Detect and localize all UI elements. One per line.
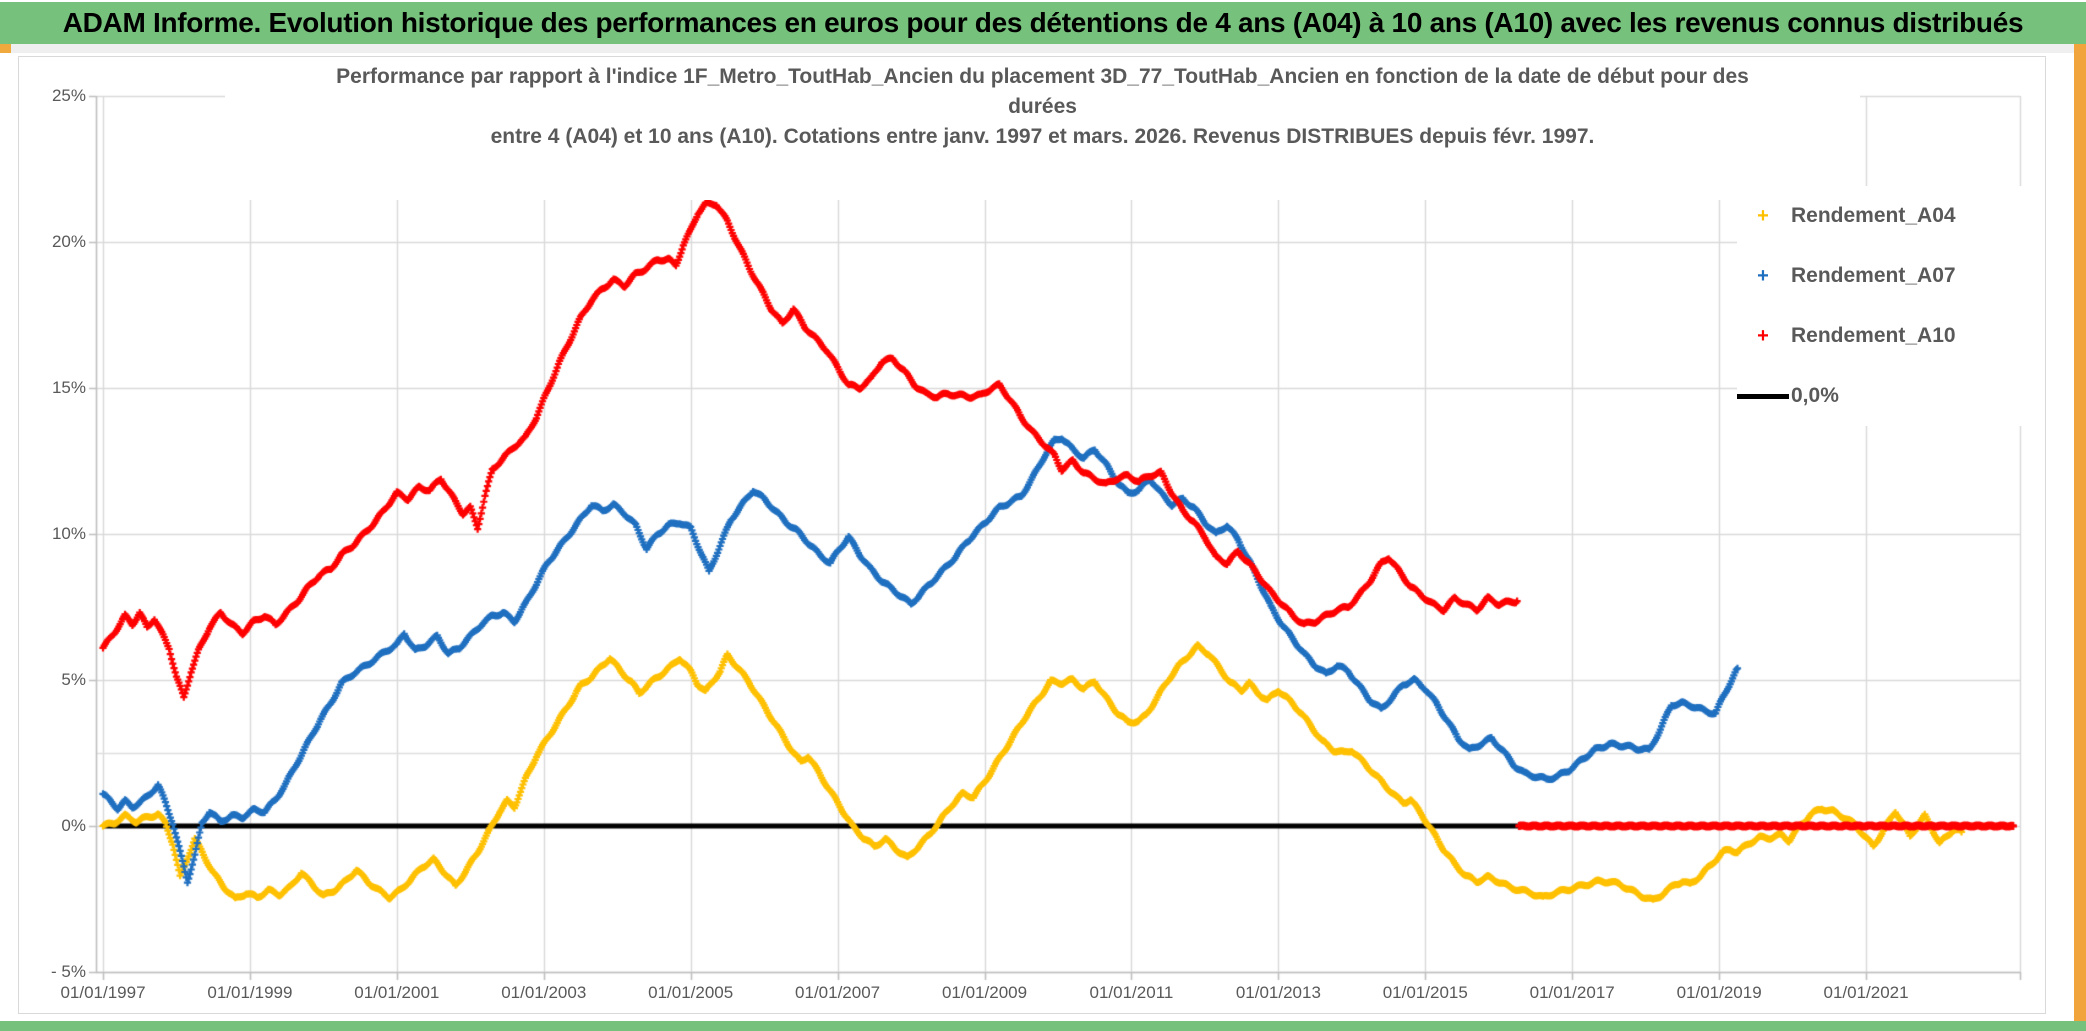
chart-title-line-1: Performance par rapport à l'indice 1F_Me… [336, 65, 1749, 88]
legend-plus-marker-icon: + [1757, 205, 1769, 227]
y-axis-tick-label: 10% [51, 524, 86, 543]
legend-item-0-0-[interactable]: 0,0% [1737, 366, 2042, 426]
x-axis-tick-label: 01/01/2017 [1529, 983, 1615, 1002]
legend-label: Rendement_A04 [1791, 204, 1956, 227]
x-axis-tick-label: 01/01/2007 [795, 983, 881, 1002]
x-axis-tick-label: 01/01/2013 [1235, 983, 1321, 1002]
legend-item-rendement-a10[interactable]: + Rendement_A10 [1737, 306, 2042, 366]
chart-title-line-2: durées [1008, 95, 1077, 118]
y-axis-tick-label: - 5% [51, 962, 86, 981]
legend-plus-marker-icon: + [1757, 325, 1769, 347]
left-accent-square [0, 44, 11, 53]
legend-label: Rendement_A10 [1791, 324, 1956, 347]
x-axis-tick-label: 01/01/2019 [1676, 983, 1762, 1002]
y-axis-tick-label: 20% [51, 232, 86, 251]
x-axis-tick-label: 01/01/2015 [1382, 983, 1468, 1002]
chart-title-line-3: entre 4 (A04) et 10 ans (A10). Cotations… [490, 125, 1595, 148]
legend-line-marker [1737, 393, 1789, 399]
y-axis-tick-label: 25% [51, 86, 86, 105]
bottom-accent-bar [0, 1021, 2086, 1031]
y-axis-tick-label: 5% [61, 670, 86, 689]
y-axis-tick-label: 0% [61, 816, 86, 835]
x-axis-tick-label: 01/01/2009 [941, 983, 1028, 1002]
legend-item-rendement-a04[interactable]: + Rendement_A04 [1737, 186, 2042, 246]
chart-title: Performance par rapport à l'indice 1F_Me… [225, 58, 1860, 200]
chart-legend: + Rendement_A04 + Rendement_A07 + Rendement_A… [1737, 186, 2042, 426]
app-header-bar: ADAM Informe. Evolution historique des p… [0, 2, 2086, 44]
page-title: ADAM Informe. Evolution historique des p… [62, 7, 2024, 38]
x-axis-tick-label: 01/01/1999 [207, 983, 293, 1002]
x-axis-tick-label: 01/01/2021 [1823, 983, 1909, 1002]
legend-item-rendement-a07[interactable]: + Rendement_A07 [1737, 246, 2042, 306]
x-axis-tick-label: 01/01/2001 [354, 983, 440, 1002]
y-axis-tick-label: 15% [51, 378, 86, 397]
right-accent-bar [2074, 44, 2086, 1021]
x-axis-tick-label: 01/01/2005 [648, 983, 734, 1002]
legend-label: Rendement_A07 [1791, 264, 1956, 287]
legend-plus-marker-icon: + [1757, 265, 1769, 287]
x-axis-tick-label: 01/01/2003 [501, 983, 587, 1002]
x-axis-tick-label: 01/01/2011 [1089, 983, 1174, 1002]
x-axis-tick-label: 01/01/1997 [60, 983, 146, 1002]
legend-label: 0,0% [1791, 384, 1839, 407]
